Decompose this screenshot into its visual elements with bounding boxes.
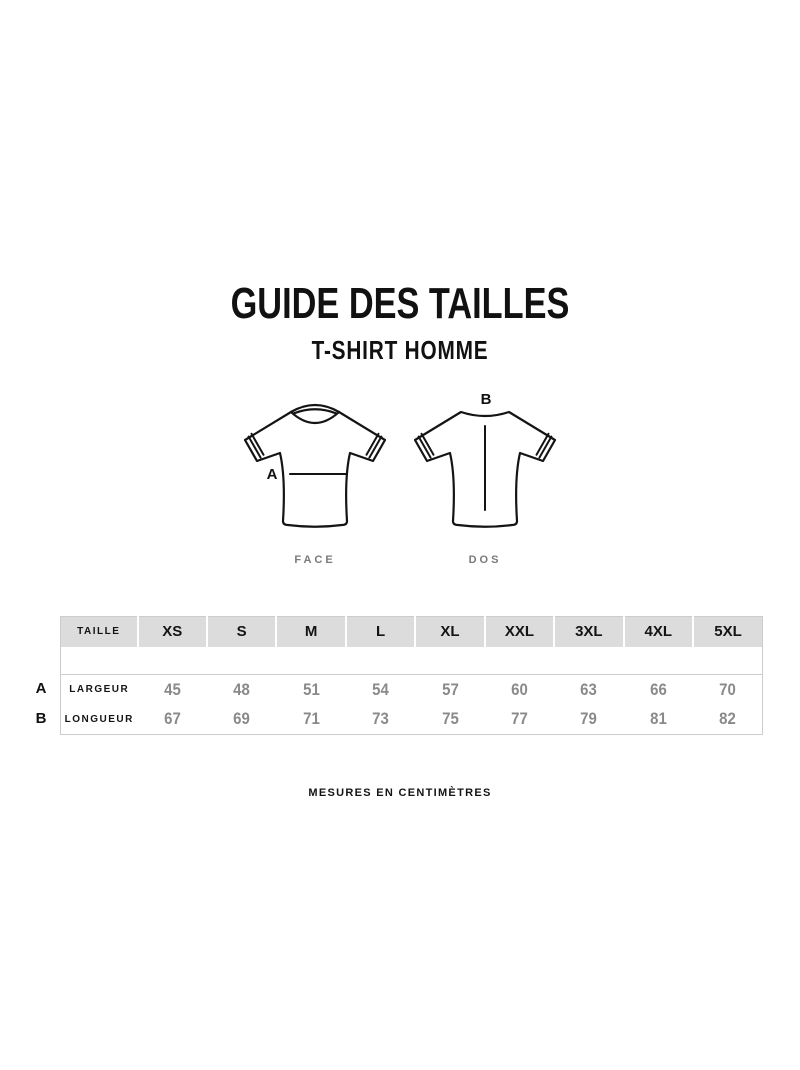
page-subtitle: T-SHIRT HOMME [311,335,489,365]
table-row-longueur: LONGUEUR 67 69 71 73 75 77 79 81 82 [61,705,763,735]
page-title: GUIDE DES TAILLES [230,279,570,328]
header-cell-size: 4XL [622,616,693,647]
row-label-longueur: LONGUEUR [64,713,134,725]
value-cell: 79 [580,709,598,729]
value-cell: 63 [554,674,624,705]
row-marker-b: B [35,710,47,727]
header-cell-size: XL [414,616,485,647]
header-cell-taille: TAILLE [60,616,138,647]
sleeve-cuff-lines [247,432,383,459]
value-cell: 51 [276,674,346,705]
table-row-largeur: LARGEUR 45 48 51 54 57 60 63 66 70 [60,674,763,705]
value-cell: 66 [623,674,693,705]
value-cell: 70 [693,674,763,705]
value-cell: 82 [719,709,736,729]
value-cell: 71 [302,709,320,729]
front-caption: FACE [294,554,336,566]
value-cell: 67 [163,709,181,729]
value-cell: 69 [233,709,250,729]
sleeve-cuff-lines [417,432,553,459]
value-cell: 75 [441,709,459,729]
header-cell-size: M [275,616,346,647]
value-cell: 57 [415,674,485,705]
tshirt-front-outline [243,410,387,528]
value-cell: 60 [484,674,555,705]
row-marker-a: A [35,680,47,697]
header-cell-size: XXL [483,616,555,647]
value-cell: 48 [206,674,277,705]
value-cell: 77 [511,709,528,729]
header-cell-size: XS [136,616,207,647]
value-cell: 81 [649,709,667,729]
value-cell: 54 [345,674,416,705]
value-cell: 73 [372,709,389,729]
tshirt-diagrams: A FACE B DOS [0,389,800,566]
collar-rib-lines [289,403,341,415]
spacer-row [60,646,763,675]
back-shirt-column: B DOS [400,389,570,566]
units-footnote: MESURES EN CENTIMÈTRES [308,787,492,799]
back-caption: DOS [468,554,502,566]
header-cell-size: S [205,616,277,647]
header-cell-size: 3XL [553,616,624,647]
size-table: TAILLE XS S M L XL XXL 3XL 4XL 5XL LARGE… [60,616,763,735]
tshirt-front-diagram: A [243,403,387,528]
value-cell: 45 [137,674,207,705]
tshirt-back-diagram: B [413,391,557,528]
front-shirt-column: A FACE [230,389,400,566]
row-label-largeur: LARGEUR [60,674,138,705]
length-marker-label: B [481,391,492,408]
width-marker-label: A [267,466,278,483]
size-table-section: A B TAILLE XS S M L XL XXL 3XL 4XL 5XL [36,616,763,735]
header-cell-size: L [344,616,416,647]
size-table-header-row: TAILLE XS S M L XL XXL 3XL 4XL 5XL [60,616,763,647]
header-cell-size: 5XL [692,616,763,647]
